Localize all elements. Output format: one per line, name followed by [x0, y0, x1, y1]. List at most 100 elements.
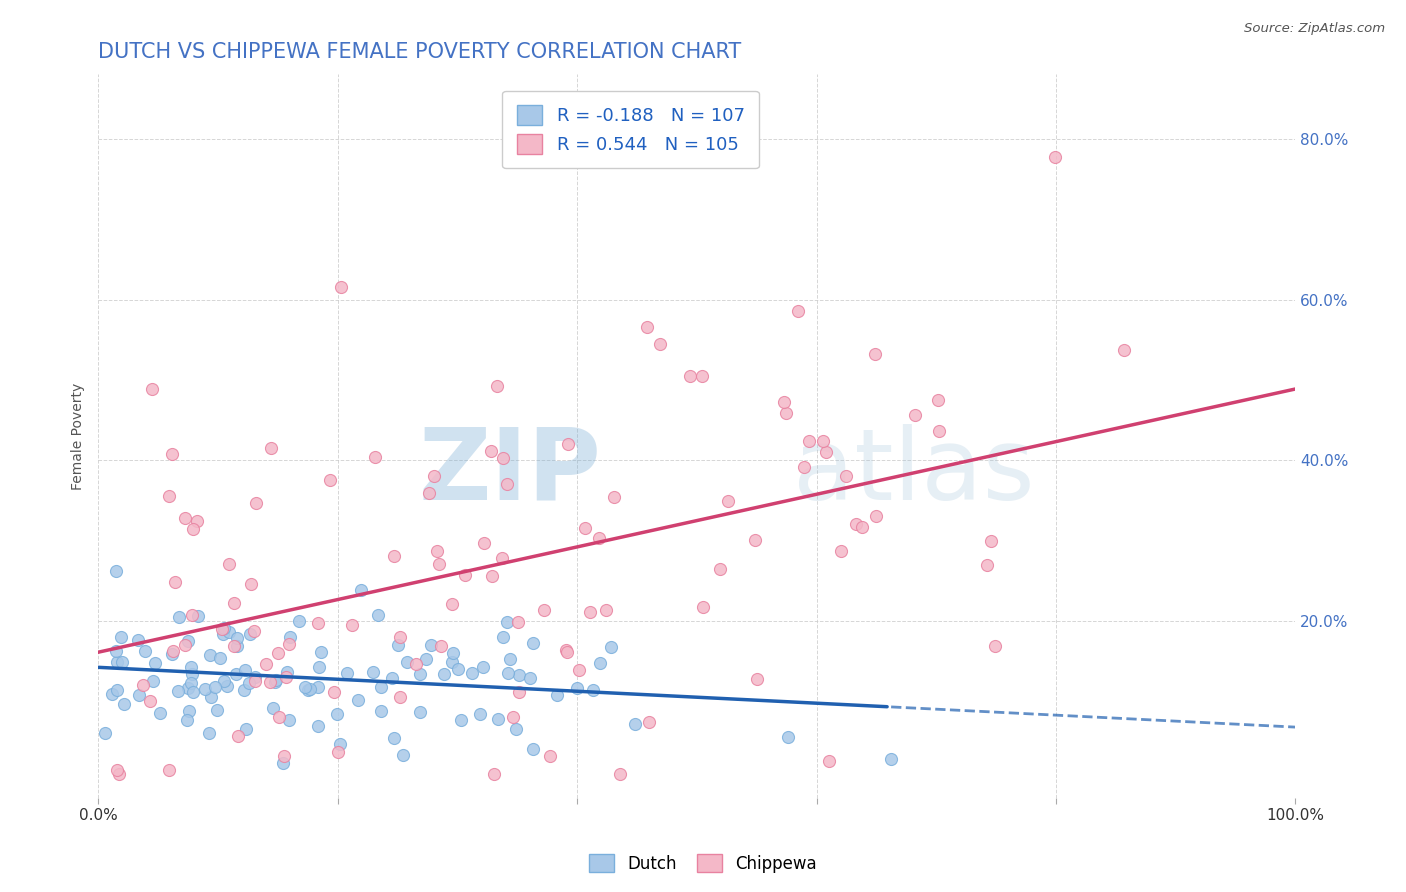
Point: [1043, 150, 1066, 164]
Point: [441, 646, 464, 660]
Point: [243, 670, 266, 684]
Point: [226, 631, 249, 645]
Point: [139, 694, 162, 708]
Point: [278, 637, 301, 651]
Text: ZIP: ZIP: [419, 424, 602, 521]
Point: [648, 336, 671, 351]
Point: [162, 644, 184, 658]
Point: [243, 624, 266, 639]
Point: [101, 687, 124, 701]
Point: [347, 692, 370, 706]
Point: [177, 681, 200, 695]
Point: [105, 656, 128, 670]
Point: [239, 627, 262, 641]
Point: [461, 665, 484, 680]
Point: [260, 441, 283, 455]
Point: [582, 682, 605, 697]
Point: [567, 681, 589, 695]
Point: [134, 643, 156, 657]
Point: [245, 496, 267, 510]
Point: [108, 767, 131, 781]
Point: [267, 710, 290, 724]
Point: [226, 729, 249, 743]
Point: [218, 558, 240, 572]
Point: [294, 680, 316, 694]
Point: [1112, 343, 1135, 357]
Point: [928, 424, 950, 438]
Point: [273, 749, 295, 764]
Point: [222, 639, 245, 653]
Point: [181, 522, 204, 536]
Point: [692, 600, 714, 615]
Point: [423, 468, 446, 483]
Point: [167, 610, 190, 624]
Point: [157, 489, 180, 503]
Point: [205, 703, 228, 717]
Point: [177, 634, 200, 648]
Point: [797, 434, 820, 449]
Point: [180, 660, 202, 674]
Point: [522, 636, 544, 650]
Point: [214, 621, 236, 635]
Point: [157, 763, 180, 777]
Point: [600, 640, 623, 654]
Point: [579, 605, 602, 619]
Point: [522, 742, 544, 756]
Point: [382, 731, 405, 746]
Point: [508, 685, 530, 699]
Point: [263, 675, 285, 690]
Point: [370, 704, 392, 718]
Point: [127, 632, 149, 647]
Point: [495, 615, 517, 630]
Point: [180, 608, 202, 623]
Point: [409, 705, 432, 719]
Point: [588, 531, 610, 545]
Point: [271, 756, 294, 771]
Legend: R = -0.188   N = 107, R = 0.544   N = 105: R = -0.188 N = 107, R = 0.544 N = 105: [502, 91, 759, 169]
Point: [502, 709, 524, 723]
Point: [326, 745, 349, 759]
Point: [176, 713, 198, 727]
Point: [470, 707, 492, 722]
Point: [776, 730, 799, 744]
Point: [181, 684, 204, 698]
Point: [180, 676, 202, 690]
Point: [370, 680, 392, 694]
Point: [323, 685, 346, 699]
Point: [132, 678, 155, 692]
Point: [440, 655, 463, 669]
Point: [367, 607, 389, 622]
Point: [472, 536, 495, 550]
Point: [709, 561, 731, 575]
Point: [636, 320, 658, 334]
Point: [557, 645, 579, 659]
Point: [492, 630, 515, 644]
Point: [238, 676, 260, 690]
Point: [557, 437, 579, 451]
Point: [786, 304, 808, 318]
Point: [105, 763, 128, 777]
Point: [482, 767, 505, 781]
Point: [440, 598, 463, 612]
Point: [491, 550, 513, 565]
Point: [492, 451, 515, 466]
Point: [980, 534, 1002, 549]
Point: [187, 609, 209, 624]
Point: [112, 697, 135, 711]
Point: [485, 379, 508, 393]
Point: [297, 682, 319, 697]
Point: [262, 700, 284, 714]
Point: [194, 681, 217, 696]
Point: [299, 681, 322, 696]
Point: [94, 726, 117, 740]
Y-axis label: Female Poverty: Female Poverty: [72, 383, 86, 490]
Point: [717, 494, 740, 508]
Point: [198, 648, 221, 662]
Point: [427, 557, 450, 571]
Point: [834, 468, 856, 483]
Point: [239, 576, 262, 591]
Point: [160, 447, 183, 461]
Point: [274, 669, 297, 683]
Point: [329, 737, 352, 751]
Point: [775, 406, 797, 420]
